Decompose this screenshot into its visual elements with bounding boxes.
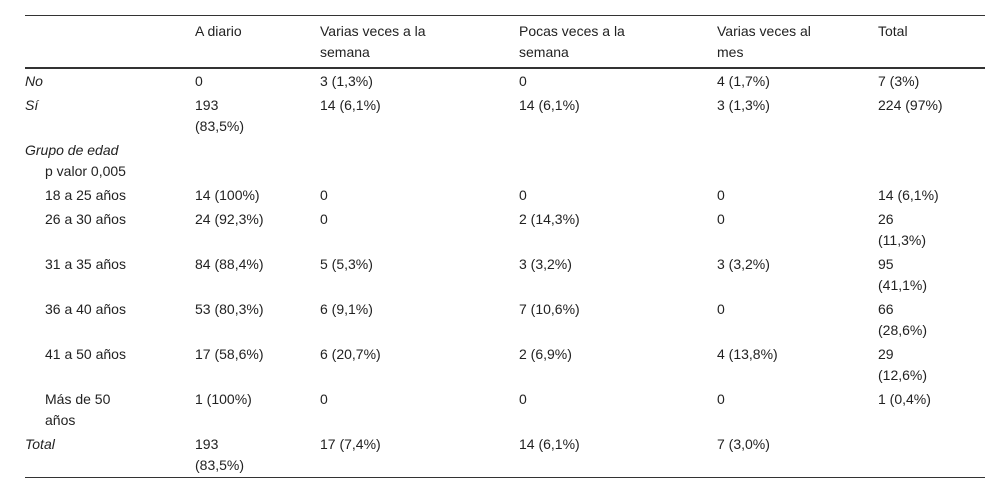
table-cell: 0 [320, 211, 328, 227]
table-cell: 2 (14,3%) [519, 211, 580, 227]
row-label: 36 a 40 años [45, 301, 126, 317]
table-cell: 193 (83,5%) [195, 436, 245, 473]
table-cell: 0 [717, 187, 725, 203]
row-label: 41 a 50 años [45, 346, 126, 362]
table-cell: 14 (6,1%) [878, 187, 939, 203]
table-cell: 3 (1,3%) [717, 97, 770, 113]
header-cell: Total [878, 23, 908, 39]
table-cell: 0 [717, 391, 725, 407]
row-label: 31 a 35 años [45, 256, 126, 272]
table-cell: 7 (3,0%) [717, 436, 770, 452]
table-cell: 14 (6,1%) [320, 97, 381, 113]
group-note: p valor 0,005 [45, 163, 126, 179]
table-cell: 7 (10,6%) [519, 301, 580, 317]
header-cell: Pocas veces a la semana [519, 23, 625, 60]
table-cell: 0 [320, 187, 328, 203]
row-label: 18 a 25 años [45, 187, 126, 203]
table-cell: 29 (12,6%) [878, 346, 928, 383]
header-cell [25, 16, 195, 69]
header-cell: A diario [195, 23, 242, 39]
table-cell: 53 (80,3%) [195, 301, 264, 317]
table-row: 36 a 40 años 53 (80,3%) 6 (9,1%) 7 (10,6%) 0… [25, 297, 985, 342]
table-cell: 0 [717, 211, 725, 227]
table-cell: 66 (28,6%) [878, 301, 928, 338]
table-cell: 17 (58,6%) [195, 346, 264, 362]
table-cell: 0 [519, 391, 527, 407]
row-label: 26 a 30 años [45, 211, 126, 227]
table-cell: 3 (3,2%) [519, 256, 572, 272]
row-label: Total [25, 436, 55, 452]
table-cell: 1 (0,4%) [878, 391, 931, 407]
group-cell: Grupo de edad p valor 0,005 [25, 138, 985, 183]
table-cell: 0 [717, 301, 725, 317]
table-cell: 95 (41,1%) [878, 256, 928, 293]
table-cell: 6 (20,7%) [320, 346, 381, 362]
table-cell: 193 (83,5%) [195, 97, 245, 134]
row-label: No [25, 73, 43, 89]
table-cell: 6 (9,1%) [320, 301, 373, 317]
table-cell: 2 (6,9%) [519, 346, 572, 362]
table-cell: 84 (88,4%) [195, 256, 264, 272]
table-header: A diario Varias veces a la semana Pocas … [25, 15, 985, 69]
table-row: Total 193 (83,5%) 17 (7,4%) 14 (6,1%) 7 (3,0… [25, 432, 985, 478]
row-label-text: Más de 50 años [45, 391, 111, 428]
table-cell: 4 (1,7%) [717, 73, 770, 89]
table-cell: 14 (100%) [195, 187, 260, 203]
group-label: Grupo de edad [25, 142, 119, 158]
table-cell: 0 [519, 187, 527, 203]
table-cell: 3 (3,2%) [717, 256, 770, 272]
table-cell: 24 (92,3%) [195, 211, 264, 227]
table-row: Más de 50 años 1 (100%) 0 0 0 1 (0,4%) [25, 387, 985, 432]
table-cell [878, 432, 985, 478]
table-cell: 224 (97%) [878, 97, 943, 113]
header-cell: Varias veces a la semana [320, 23, 426, 60]
table-cell: 0 [320, 391, 328, 407]
table-cell: 14 (6,1%) [519, 436, 580, 452]
table-cell: 5 (5,3%) [320, 256, 373, 272]
table-row: Grupo de edad p valor 0,005 [25, 138, 985, 183]
row-label: Sí [25, 97, 39, 113]
table-cell: 4 (13,8%) [717, 346, 778, 362]
data-table: A diario Varias veces a la semana Pocas … [25, 15, 985, 478]
table-cell: 3 (1,3%) [320, 73, 373, 89]
table-row: Sí 193 (83,5%) 14 (6,1%) 14 (6,1%) 3 (1,3%) 2… [25, 93, 985, 138]
table-row: 18 a 25 años 14 (100%) 0 0 0 14 (6,1%) [25, 183, 985, 207]
table-row: 41 a 50 años 17 (58,6%) 6 (20,7%) 2 (6,9%) 4… [25, 342, 985, 387]
table-cell: 7 (3%) [878, 73, 920, 89]
table-cell: 17 (7,4%) [320, 436, 381, 452]
table-row: No 0 3 (1,3%) 0 4 (1,7%) 7 (3%) [25, 68, 985, 93]
row-label: Más de 50 años [25, 387, 195, 432]
table-cell: 26 (11,3%) [878, 211, 926, 248]
table-row: 26 a 30 años 24 (92,3%) 0 2 (14,3%) 0 26 (11,… [25, 207, 985, 252]
table-row: 31 a 35 años 84 (88,4%) 5 (5,3%) 3 (3,2%) 3 … [25, 252, 985, 297]
table-body: No 0 3 (1,3%) 0 4 (1,7%) 7 (3%) Sí 193 (83,5%) 1… [25, 68, 985, 478]
table-cell: 1 (100%) [195, 391, 252, 407]
table-cell: 0 [195, 73, 203, 89]
table-cell: 14 (6,1%) [519, 97, 580, 113]
table-cell: 0 [519, 73, 527, 89]
header-cell: Varias veces al mes [717, 23, 811, 60]
